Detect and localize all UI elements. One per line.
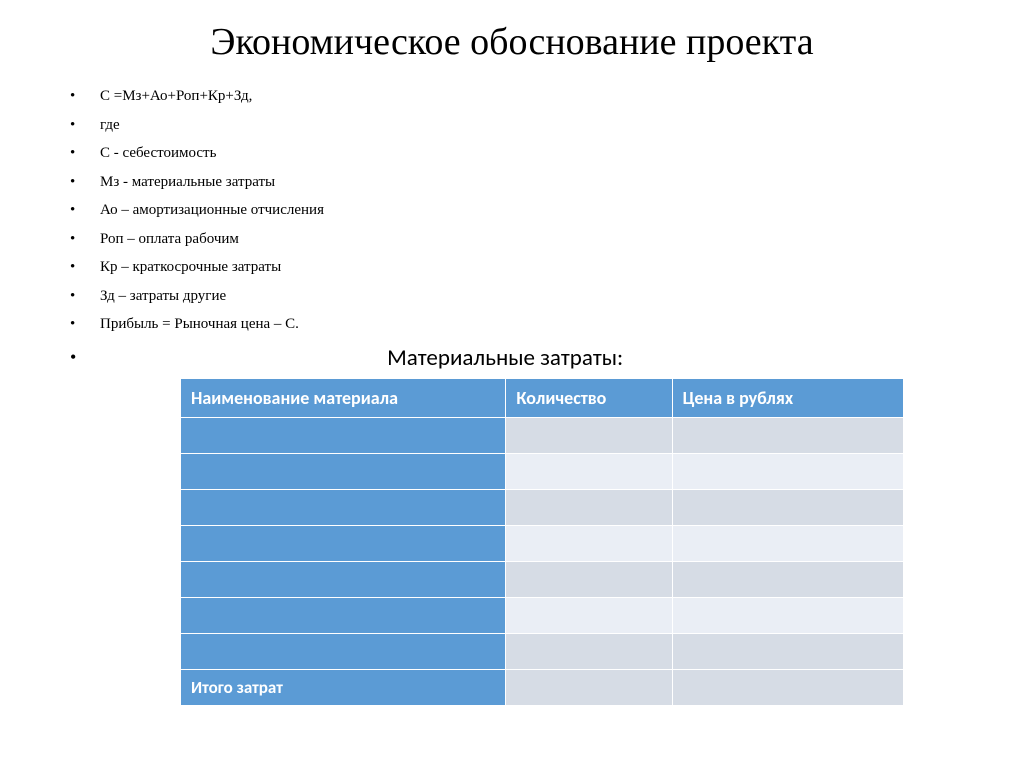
cell-name [181,561,506,597]
bullet-item: Кр – краткосрочные затраты [70,253,984,282]
formula-list: С =Мз+Ао+Роп+Кр+Зд, где С - себестоимост… [40,82,984,339]
table-row [181,417,904,453]
col-header-quantity: Количество [506,378,672,417]
table-subtitle: Материальные затраты: [86,344,924,372]
table-footer-row: Итого затрат [181,669,904,705]
cell-total-qty [506,669,672,705]
cell-name [181,597,506,633]
cell-total-price [672,669,903,705]
bullet-item: С - себестоимость [70,139,984,168]
table-row [181,561,904,597]
bullet-item: где [70,111,984,140]
table-row [181,525,904,561]
cell-name [181,453,506,489]
cell-price [672,489,903,525]
table-row [181,633,904,669]
table-row [181,453,904,489]
cell-qty [506,453,672,489]
cell-price [672,453,903,489]
col-header-price: Цена в рублях [672,378,903,417]
page-title: Экономическое обоснование проекта [40,20,984,64]
table-row [181,489,904,525]
cell-total-label: Итого затрат [181,669,506,705]
materials-table: Наименование материала Количество Цена в… [180,378,904,706]
cell-qty [506,525,672,561]
col-header-name: Наименование материала [181,378,506,417]
cell-price [672,633,903,669]
bullet-item: Ао – амортизационные отчисления [70,196,984,225]
cell-name [181,417,506,453]
bullet-item: Зд – затраты другие [70,282,984,311]
cell-name [181,525,506,561]
table-header-row: Наименование материала Количество Цена в… [181,378,904,417]
cell-qty [506,633,672,669]
cell-price [672,561,903,597]
bullet-item: Мз - материальные затраты [70,168,984,197]
cell-name [181,633,506,669]
bullet-item: С =Мз+Ао+Роп+Кр+Зд, [70,82,984,111]
cell-price [672,597,903,633]
cell-price [672,525,903,561]
bullet-item: Роп – оплата рабочим [70,225,984,254]
bullet-item: Прибыль = Рыночная цена – С. [70,310,984,339]
table-row [181,597,904,633]
cell-qty [506,561,672,597]
cell-price [672,417,903,453]
cell-qty [506,489,672,525]
cell-name [181,489,506,525]
subtitle-row: Материальные затраты: [40,344,984,372]
cell-qty [506,417,672,453]
cell-qty [506,597,672,633]
